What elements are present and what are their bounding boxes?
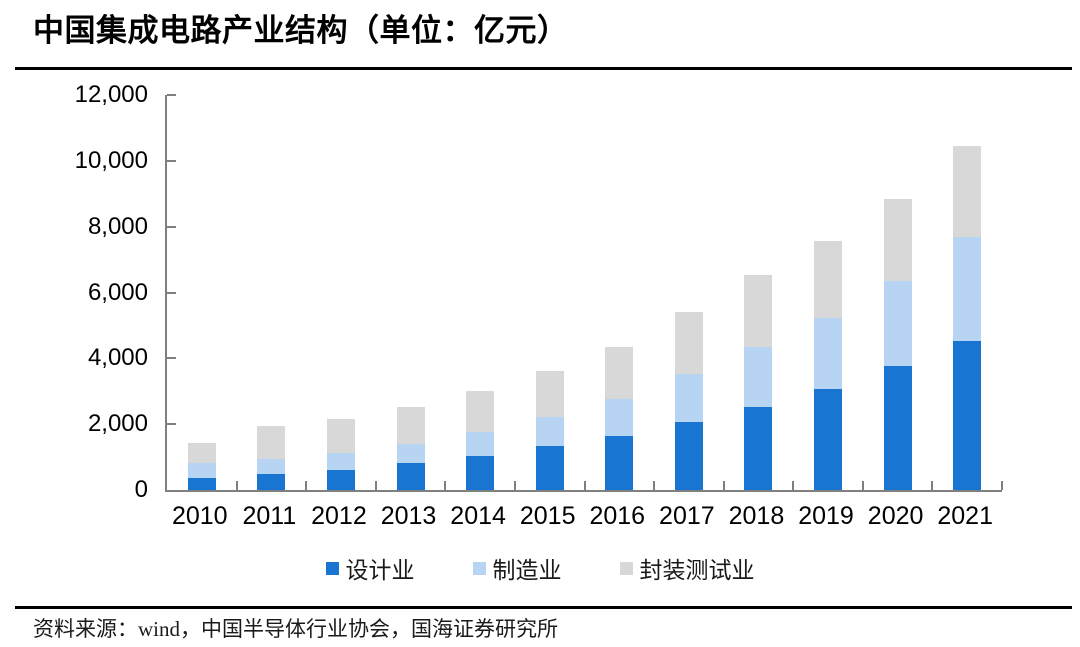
x-tick-mark: [235, 481, 238, 490]
y-tick-mark: [167, 94, 176, 96]
bar-segment-packaging: [814, 241, 843, 319]
x-tick-mark: [931, 481, 934, 490]
y-tick-mark: [167, 225, 176, 228]
x-tick-label: 2020: [867, 502, 924, 530]
x-tick-mark: [583, 481, 586, 490]
bar-segment-packaging: [187, 442, 216, 464]
x-tick-mark: [513, 481, 516, 490]
y-tick-mark: [167, 357, 176, 360]
x-tick-mark: [374, 481, 377, 490]
legend-label-packaging: 封装测试业: [639, 558, 755, 583]
bar-segment-manufacturing: [466, 432, 495, 456]
bar-segment-manufacturing: [326, 452, 355, 470]
bar-segment-manufacturing: [187, 463, 216, 479]
legend: 设计业 制造业 封装测试业: [0, 551, 1080, 585]
x-tick-label: 2013: [380, 502, 437, 530]
x-tick-label: 2021: [937, 502, 993, 530]
bar-segment-design: [257, 474, 286, 490]
x-tick-mark: [444, 481, 447, 490]
bar-segment-manufacturing: [674, 374, 703, 422]
bar-segment-manufacturing: [814, 318, 843, 390]
x-tick-mark: [722, 481, 725, 490]
y-tick-label: 10,000: [74, 146, 148, 174]
bar-segment-design: [744, 407, 773, 490]
x-tick-label: 2015: [519, 502, 576, 530]
bar-segment-manufacturing: [744, 347, 773, 408]
source-note: 资料来源：wind，中国半导体行业协会，国海证券研究所: [33, 617, 558, 641]
legend-swatch-packaging-icon: [619, 561, 633, 575]
legend-label-manufacturing: 制造业: [492, 558, 562, 583]
bar-segment-packaging: [674, 311, 703, 375]
y-tick-label: 8,000: [87, 212, 148, 240]
bar-segment-packaging: [744, 275, 773, 348]
bar-segment-packaging: [535, 371, 564, 417]
bar-segment-manufacturing: [883, 281, 912, 366]
y-tick-label: 4,000: [87, 344, 148, 372]
legend-item-packaging: 封装测试业: [619, 551, 755, 585]
x-tick-label: 2019: [798, 502, 854, 530]
x-tick-label: 2011: [242, 502, 297, 530]
x-tick-mark: [305, 481, 308, 490]
y-tick-label: 0: [134, 476, 148, 503]
y-tick-label: 6,000: [87, 278, 148, 306]
x-tick-mark: [792, 481, 795, 490]
title-divider: [15, 67, 1072, 70]
bar-segment-packaging: [605, 347, 634, 399]
x-tick-label: 2014: [450, 502, 506, 530]
bar-segment-design: [466, 455, 495, 490]
x-tick-label: 2017: [659, 502, 715, 530]
bar-segment-packaging: [396, 407, 425, 444]
y-tick-label: 12,000: [74, 81, 148, 108]
x-tick-label: 2018: [728, 502, 785, 530]
legend-label-design: 设计业: [345, 558, 415, 583]
bar-segment-design: [605, 435, 634, 490]
bar-segment-manufacturing: [535, 416, 564, 447]
bar-segment-manufacturing: [396, 443, 425, 464]
bar-segment-design: [883, 365, 912, 490]
x-tick-mark: [861, 481, 864, 490]
x-tick-label: 2016: [589, 502, 646, 530]
bar-segment-manufacturing: [257, 458, 286, 475]
bar-segment-design: [187, 478, 216, 490]
bar-segment-design: [396, 463, 425, 490]
y-tick-mark: [167, 159, 176, 162]
y-tick-mark: [167, 423, 176, 426]
bar-segment-design: [674, 421, 703, 490]
legend-swatch-design-icon: [325, 561, 339, 575]
plot-area: [165, 94, 1003, 492]
bar-segment-design: [326, 469, 355, 490]
bar-segment-packaging: [953, 145, 982, 237]
bar-segment-design: [814, 389, 843, 490]
legend-swatch-manufacturing-icon: [472, 561, 486, 575]
x-tick-mark: [653, 481, 656, 490]
bar-segment-design: [535, 446, 564, 490]
x-tick-label: 2012: [311, 502, 367, 530]
bar-segment-packaging: [326, 418, 355, 453]
bar-segment-manufacturing: [953, 236, 982, 342]
bar-segment-packaging: [257, 426, 286, 459]
page-title: 中国集成电路产业结构（单位：亿元）: [33, 13, 569, 48]
footer-divider: [15, 606, 1072, 609]
x-tick-label: 2010: [171, 502, 228, 530]
legend-item-design: 设计业: [325, 551, 415, 585]
legend-item-manufacturing: 制造业: [472, 551, 562, 585]
bar-segment-design: [953, 341, 982, 490]
x-tick-mark: [1001, 481, 1003, 490]
bar-segment-packaging: [883, 198, 912, 282]
y-tick-label: 2,000: [87, 410, 148, 438]
y-tick-mark: [167, 291, 176, 294]
bar-segment-manufacturing: [605, 398, 634, 436]
bar-segment-packaging: [466, 390, 495, 433]
